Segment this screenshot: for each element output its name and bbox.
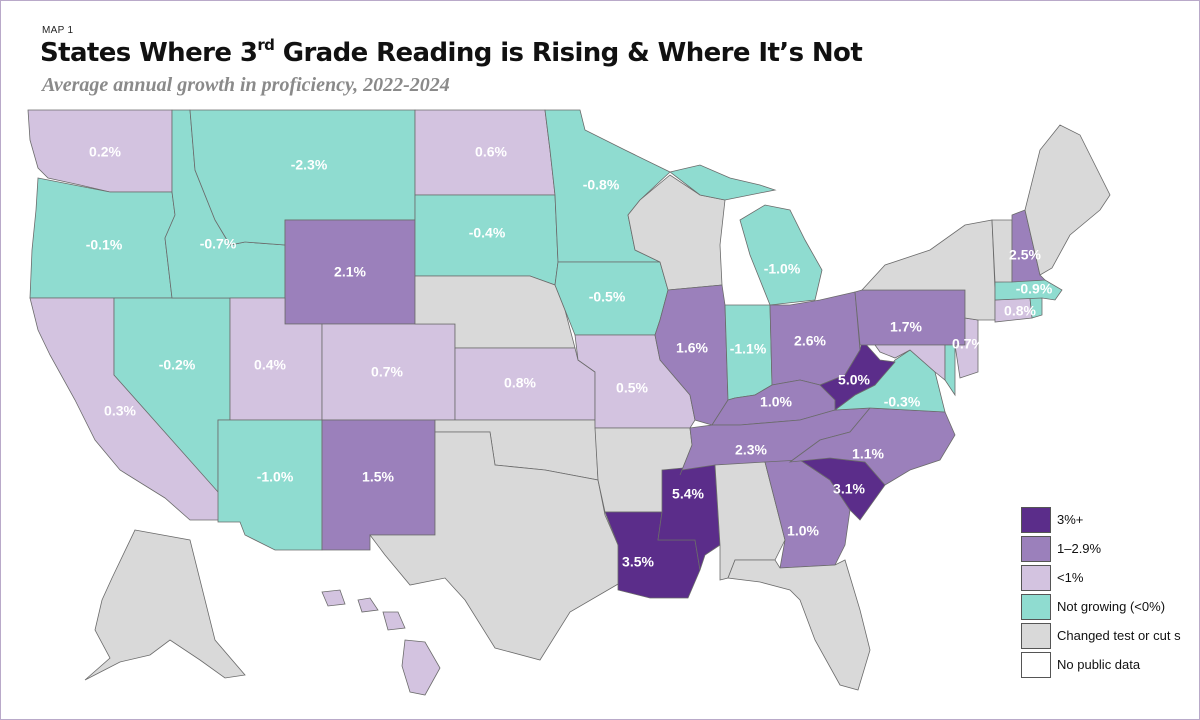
state-me[interactable] xyxy=(1024,124,1111,276)
label-oh: 2.6% xyxy=(794,333,826,349)
legend-item: Not growing (<0%) xyxy=(1021,592,1186,621)
legend-label: No public data xyxy=(1057,657,1141,672)
legend-swatch xyxy=(1021,651,1051,678)
state-il[interactable] xyxy=(654,284,729,426)
state-az[interactable] xyxy=(217,419,323,551)
label-nj: 0.7% xyxy=(952,336,984,352)
label-mn: -0.8% xyxy=(583,177,620,193)
label-az: -1.0% xyxy=(257,469,294,485)
label-ky: 1.0% xyxy=(760,394,792,410)
legend-label: 3%+ xyxy=(1057,512,1084,527)
legend-swatch xyxy=(1021,593,1051,620)
title-part-1: States Where 3 xyxy=(40,38,258,68)
title-superscript: rd xyxy=(257,36,275,54)
state-wi[interactable] xyxy=(627,174,726,291)
legend-item: Changed test or cut s xyxy=(1021,621,1186,650)
label-la: 3.5% xyxy=(622,554,654,570)
map-legend: 3%+ 1–2.9% <1% Not growing (<0%) Changed… xyxy=(1021,505,1186,679)
state-tx[interactable] xyxy=(369,431,626,661)
title-part-2: Grade Reading is Rising & Where It’s Not xyxy=(274,38,863,68)
legend-item: 3%+ xyxy=(1021,505,1186,534)
state-nc[interactable] xyxy=(788,407,956,486)
label-ga: 1.0% xyxy=(787,523,819,539)
label-ia: -0.5% xyxy=(589,289,626,305)
label-in: -1.1% xyxy=(730,341,767,357)
label-ut: 0.4% xyxy=(254,357,286,373)
state-pa[interactable] xyxy=(854,289,966,346)
legend-label: <1% xyxy=(1057,570,1084,585)
state-hi[interactable] xyxy=(321,589,441,696)
label-wv: 5.0% xyxy=(838,372,870,388)
state-ak[interactable] xyxy=(84,529,246,681)
legend-label: 1–2.9% xyxy=(1057,541,1102,556)
label-ms: 5.4% xyxy=(672,486,704,502)
label-wa: 0.2% xyxy=(89,144,121,160)
label-nh: 2.5% xyxy=(1009,247,1041,263)
label-id: -0.7% xyxy=(200,236,237,252)
label-ma: -0.9% xyxy=(1016,281,1053,297)
page-subtitle: Average annual growth in proficiency, 20… xyxy=(42,74,450,96)
legend-swatch xyxy=(1021,564,1051,591)
label-tn: 2.3% xyxy=(735,442,767,458)
label-sc: 3.1% xyxy=(833,481,865,497)
label-pa: 1.7% xyxy=(890,319,922,335)
legend-swatch xyxy=(1021,506,1051,533)
page-title: States Where 3rd Grade Reading is Rising… xyxy=(40,36,863,68)
state-nm[interactable] xyxy=(321,419,436,551)
legend-label: Changed test or cut s xyxy=(1057,628,1181,643)
label-nm: 1.5% xyxy=(362,469,394,485)
label-nv: -0.2% xyxy=(159,357,196,373)
legend-swatch xyxy=(1021,535,1051,562)
label-nc: 1.1% xyxy=(852,446,884,462)
state-fl[interactable] xyxy=(727,559,871,691)
label-or: -0.1% xyxy=(86,237,123,253)
label-ks: 0.8% xyxy=(504,375,536,391)
legend-swatch xyxy=(1021,622,1051,649)
label-ca: 0.3% xyxy=(104,403,136,419)
state-nh[interactable] xyxy=(1011,209,1046,283)
label-va: -0.3% xyxy=(884,394,921,410)
legend-item: <1% xyxy=(1021,563,1186,592)
label-nd: 0.6% xyxy=(475,144,507,160)
legend-item: 1–2.9% xyxy=(1021,534,1186,563)
state-mi[interactable] xyxy=(669,164,823,306)
label-wy: 2.1% xyxy=(334,264,366,280)
label-sd: -0.4% xyxy=(469,225,506,241)
label-il: 1.6% xyxy=(676,340,708,356)
legend-label: Not growing (<0%) xyxy=(1057,599,1166,614)
state-wv[interactable] xyxy=(819,339,896,411)
legend-item: No public data xyxy=(1021,650,1186,679)
label-co: 0.7% xyxy=(371,364,403,380)
label-ct: 0.8% xyxy=(1004,303,1036,319)
label-mi: -1.0% xyxy=(764,261,801,277)
label-mo: 0.5% xyxy=(616,380,648,396)
label-mt: -2.3% xyxy=(291,157,328,173)
map-number-label: MAP 1 xyxy=(42,25,74,36)
state-de[interactable] xyxy=(944,344,956,397)
